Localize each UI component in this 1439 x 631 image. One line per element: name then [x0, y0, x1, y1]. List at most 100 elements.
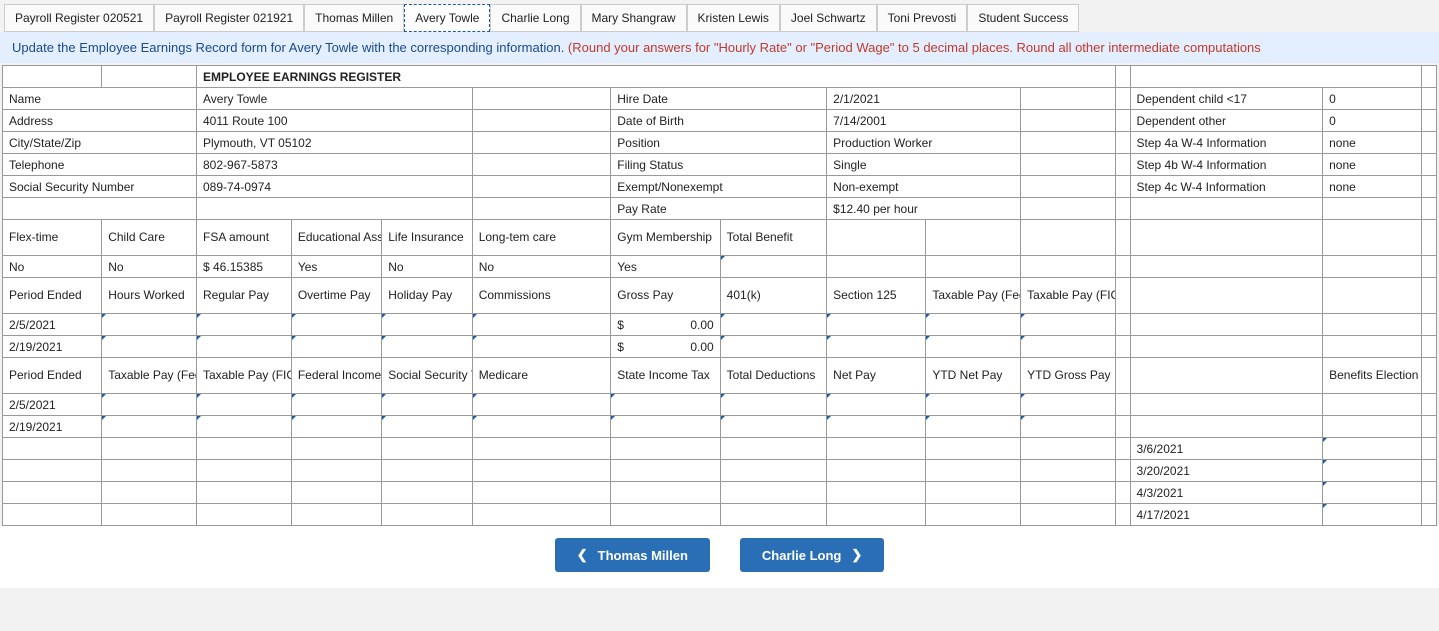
input-b2-10[interactable] — [1021, 416, 1116, 438]
input-ot-2[interactable] — [291, 336, 381, 358]
input-b2-8[interactable] — [827, 416, 926, 438]
next-button[interactable]: Charlie Long ❯ — [740, 538, 884, 572]
input-comm-2[interactable] — [472, 336, 611, 358]
input-b2-1[interactable] — [102, 416, 197, 438]
tab-joel-schwartz[interactable]: Joel Schwartz — [780, 4, 877, 32]
input-hours-2[interactable] — [102, 336, 197, 358]
input-totalbenefit[interactable] — [720, 256, 826, 278]
input-comm-1[interactable] — [472, 314, 611, 336]
col-state: State Income Tax — [611, 358, 720, 394]
col-taxfica1: Taxable Pay (FICA) — [1021, 278, 1116, 314]
empty — [1422, 358, 1437, 394]
input-hours-1[interactable] — [102, 314, 197, 336]
empty — [1130, 220, 1323, 256]
spacer — [1422, 176, 1437, 198]
input-b2-3[interactable] — [291, 416, 381, 438]
empty — [926, 460, 1021, 482]
input-future-1[interactable] — [1323, 438, 1422, 460]
col-gross: Gross Pay — [611, 278, 720, 314]
col-taxfed2: Taxable Pay (Federal) — [102, 358, 197, 394]
input-b2-5[interactable] — [472, 416, 611, 438]
val-edu: Yes — [291, 256, 381, 278]
input-b2-9[interactable] — [926, 416, 1021, 438]
s4a-label: Step 4a W-4 Information — [1130, 132, 1323, 154]
input-holiday-2[interactable] — [382, 336, 472, 358]
input-b2-6[interactable] — [611, 416, 720, 438]
input-b2-7[interactable] — [720, 416, 826, 438]
tab-payroll-020521[interactable]: Payroll Register 020521 — [4, 4, 154, 32]
period-1b: 2/5/2021 — [3, 394, 102, 416]
empty — [827, 504, 926, 526]
input-401k-2[interactable] — [720, 336, 826, 358]
chevron-left-icon: ❮ — [577, 547, 588, 563]
tab-thomas-millen[interactable]: Thomas Millen — [304, 4, 404, 32]
tab-bar: Payroll Register 020521 Payroll Register… — [0, 0, 1439, 32]
input-regular-1[interactable] — [197, 314, 292, 336]
tab-toni-prevosti[interactable]: Toni Prevosti — [877, 4, 968, 32]
input-b1-10[interactable] — [1021, 394, 1116, 416]
input-holiday-1[interactable] — [382, 314, 472, 336]
hire-value: 2/1/2021 — [827, 88, 1021, 110]
input-taxfed-2[interactable] — [926, 336, 1021, 358]
prev-label: Thomas Millen — [598, 548, 688, 563]
empty — [1422, 336, 1437, 358]
pos-label: Position — [611, 132, 827, 154]
input-b1-5[interactable] — [472, 394, 611, 416]
empty — [611, 482, 720, 504]
empty — [197, 482, 292, 504]
input-ot-1[interactable] — [291, 314, 381, 336]
input-taxfica-1[interactable] — [1021, 314, 1116, 336]
input-s125-2[interactable] — [827, 336, 926, 358]
spacer — [1422, 66, 1437, 88]
tab-payroll-021921[interactable]: Payroll Register 021921 — [154, 4, 304, 32]
address-value: 4011 Route 100 — [197, 110, 473, 132]
spacer — [472, 110, 611, 132]
input-401k-1[interactable] — [720, 314, 826, 336]
empty — [827, 220, 926, 256]
empty — [291, 482, 381, 504]
input-taxfed-1[interactable] — [926, 314, 1021, 336]
empty — [1130, 278, 1323, 314]
input-b2-2[interactable] — [197, 416, 292, 438]
spacer — [472, 132, 611, 154]
empty — [1021, 482, 1116, 504]
empty — [1130, 358, 1323, 394]
tab-avery-towle[interactable]: Avery Towle — [404, 4, 490, 32]
input-b1-7[interactable] — [720, 394, 826, 416]
tab-kristen-lewis[interactable]: Kristen Lewis — [687, 4, 780, 32]
spacer — [1115, 66, 1130, 88]
input-b1-8[interactable] — [827, 394, 926, 416]
spacer — [3, 198, 197, 220]
input-b1-2[interactable] — [197, 394, 292, 416]
empty — [1323, 394, 1422, 416]
input-b1-4[interactable] — [382, 394, 472, 416]
input-s125-1[interactable] — [827, 314, 926, 336]
empty — [1422, 278, 1437, 314]
empty — [1130, 256, 1323, 278]
prev-button[interactable]: ❮ Thomas Millen — [555, 538, 710, 572]
spacer — [1323, 198, 1422, 220]
input-b1-3[interactable] — [291, 394, 381, 416]
empty — [1115, 314, 1130, 336]
input-future-2[interactable] — [1323, 460, 1422, 482]
input-regular-2[interactable] — [197, 336, 292, 358]
input-b2-4[interactable] — [382, 416, 472, 438]
input-b1-6[interactable] — [611, 394, 720, 416]
input-b1-9[interactable] — [926, 394, 1021, 416]
spacer — [1130, 66, 1422, 88]
tab-student-success[interactable]: Student Success — [967, 4, 1079, 32]
input-b1-1[interactable] — [102, 394, 197, 416]
filing-value: Single — [827, 154, 1021, 176]
val-gym: Yes — [611, 256, 720, 278]
col-taxfed1: Taxable Pay (Federal) — [926, 278, 1021, 314]
tab-charlie-long[interactable]: Charlie Long — [490, 4, 580, 32]
tab-mary-shangraw[interactable]: Mary Shangraw — [581, 4, 687, 32]
empty — [472, 438, 611, 460]
input-taxfica-2[interactable] — [1021, 336, 1116, 358]
empty — [1130, 394, 1323, 416]
spacer — [1115, 154, 1130, 176]
input-future-4[interactable] — [1323, 504, 1422, 526]
input-future-3[interactable] — [1323, 482, 1422, 504]
val-fsa: $ 46.15385 — [197, 256, 292, 278]
empty — [1323, 220, 1422, 256]
